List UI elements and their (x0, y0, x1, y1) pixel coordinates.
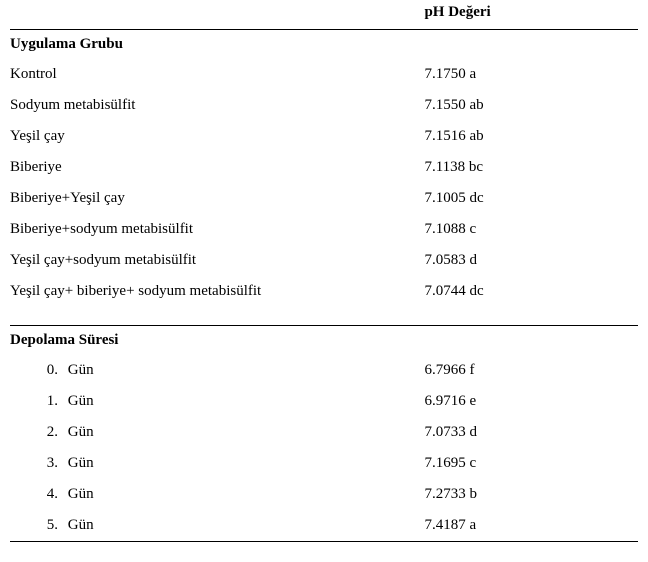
row-value: 7.1088 c (424, 214, 638, 245)
day-word: Gün (68, 455, 94, 471)
day-number: 4. (38, 486, 58, 503)
row-label: Biberiye+Yeşil çay (10, 183, 424, 214)
data-table: pH Değeri Uygulama Grubu Kontrol 7.1750 … (10, 4, 638, 542)
section1-title: Uygulama Grubu (10, 30, 638, 59)
section2-title-row: Depolama Süresi (10, 326, 638, 355)
day-word: Gün (68, 486, 94, 502)
table-row: Biberiye+Yeşil çay 7.1005 dc (10, 183, 638, 214)
rule-bottom (10, 542, 638, 543)
row-value: 7.1695 c (424, 448, 638, 479)
row-label: 3. Gün (10, 448, 424, 479)
table-row: Yeşil çay+ biberiye+ sodyum metabisülfit… (10, 276, 638, 307)
row-value: 7.4187 a (424, 510, 638, 542)
table-row: 5. Gün 7.4187 a (10, 510, 638, 542)
header-empty (10, 4, 424, 30)
row-label: 5. Gün (10, 510, 424, 542)
day-word: Gün (68, 424, 94, 440)
row-label: Kontrol (10, 59, 424, 90)
row-value: 7.0733 d (424, 417, 638, 448)
day-number: 0. (38, 362, 58, 379)
row-value: 7.0744 dc (424, 276, 638, 307)
row-label: Yeşil çay+sodyum metabisülfit (10, 245, 424, 276)
section-spacer (10, 307, 638, 326)
row-value: 6.7966 f (424, 355, 638, 386)
row-value: 7.1516 ab (424, 121, 638, 152)
row-label: 4. Gün (10, 479, 424, 510)
table-row: Biberiye+sodyum metabisülfit 7.1088 c (10, 214, 638, 245)
row-label: Biberiye+sodyum metabisülfit (10, 214, 424, 245)
table-row: Kontrol 7.1750 a (10, 59, 638, 90)
row-label: Yeşil çay+ biberiye+ sodyum metabisülfit (10, 276, 424, 307)
day-number: 1. (38, 393, 58, 410)
day-number: 5. (38, 517, 58, 534)
row-value: 7.1138 bc (424, 152, 638, 183)
header-row: pH Değeri (10, 4, 638, 30)
table-row: 4. Gün 7.2733 b (10, 479, 638, 510)
row-label: Sodyum metabisülfit (10, 90, 424, 121)
table-row: 2. Gün 7.0733 d (10, 417, 638, 448)
row-label: Yeşil çay (10, 121, 424, 152)
row-value: 7.1550 ab (424, 90, 638, 121)
table-row: Yeşil çay 7.1516 ab (10, 121, 638, 152)
day-number: 3. (38, 455, 58, 472)
row-label: 0. Gün (10, 355, 424, 386)
day-word: Gün (68, 362, 94, 378)
row-label: Biberiye (10, 152, 424, 183)
table-row: 3. Gün 7.1695 c (10, 448, 638, 479)
table-row: Yeşil çay+sodyum metabisülfit 7.0583 d (10, 245, 638, 276)
table-row: Sodyum metabisülfit 7.1550 ab (10, 90, 638, 121)
row-value: 7.2733 b (424, 479, 638, 510)
table-row: 0. Gün 6.7966 f (10, 355, 638, 386)
table-row: Biberiye 7.1138 bc (10, 152, 638, 183)
header-value: pH Değeri (424, 4, 638, 30)
row-value: 7.1750 a (424, 59, 638, 90)
row-value: 7.1005 dc (424, 183, 638, 214)
row-value: 7.0583 d (424, 245, 638, 276)
row-label: 2. Gün (10, 417, 424, 448)
table-container: pH Değeri Uygulama Grubu Kontrol 7.1750 … (0, 0, 648, 550)
row-value: 6.9716 e (424, 386, 638, 417)
row-label: 1. Gün (10, 386, 424, 417)
day-number: 2. (38, 424, 58, 441)
table-row: 1. Gün 6.9716 e (10, 386, 638, 417)
day-word: Gün (68, 393, 94, 409)
section1-title-row: Uygulama Grubu (10, 30, 638, 59)
day-word: Gün (68, 517, 94, 533)
section2-title: Depolama Süresi (10, 326, 638, 355)
